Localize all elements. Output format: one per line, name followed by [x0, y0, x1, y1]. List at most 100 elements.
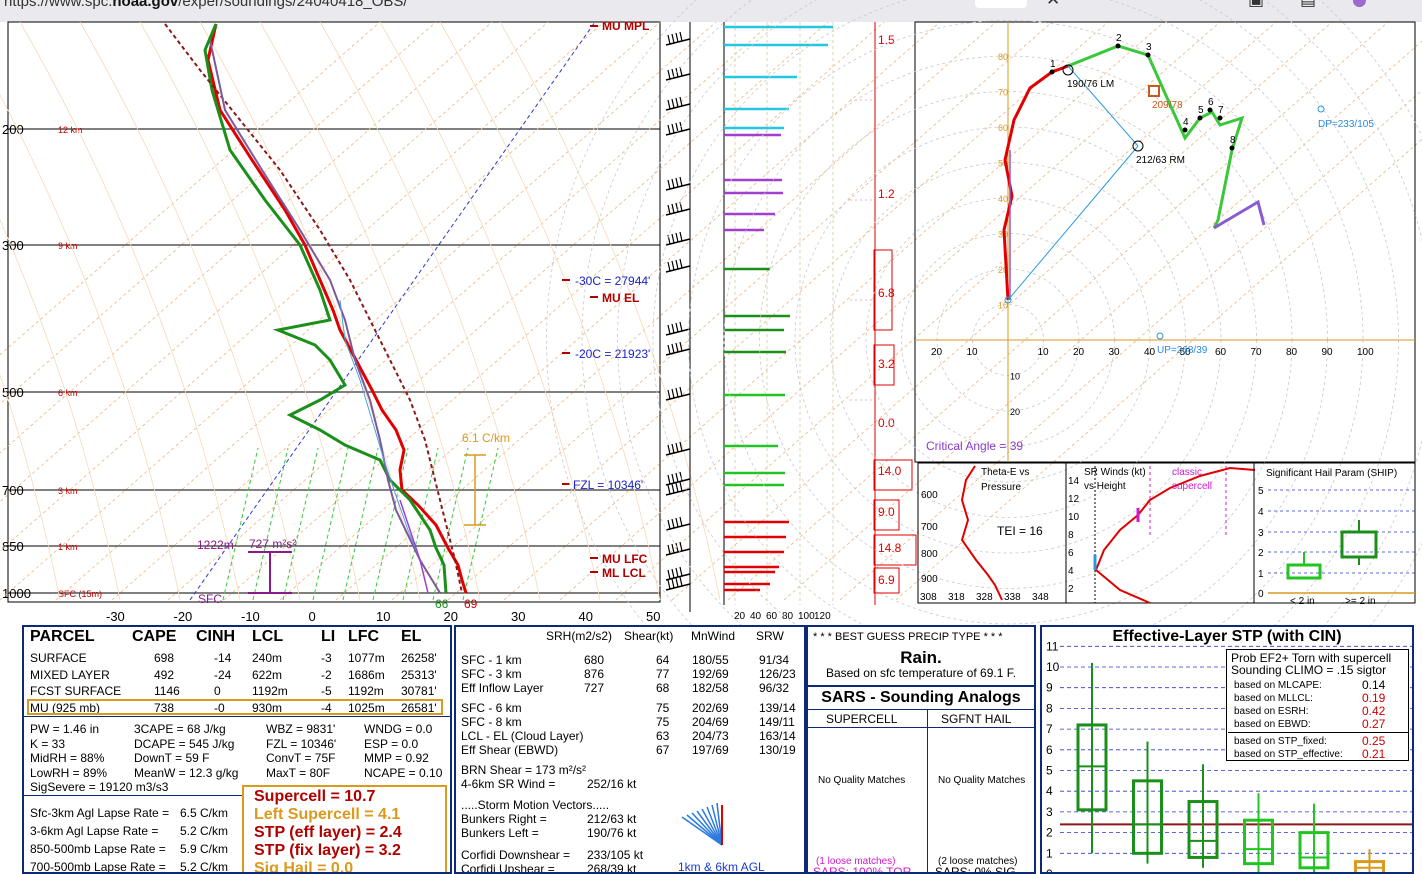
mu-el-label: MU EL — [602, 291, 639, 305]
lapse-value: 5.2 C/km — [180, 824, 229, 838]
parcel-cell: -4 — [321, 700, 332, 715]
barb-flag — [675, 542, 679, 553]
ship-title: Significant Hail Param (SHIP) — [1266, 468, 1397, 479]
extension-icon[interactable]: ▣ — [1248, 0, 1265, 10]
hodo-height-dot — [1207, 107, 1213, 113]
barb-flag — [671, 203, 675, 214]
motion-label: Corfidi Upshear = — [461, 862, 555, 874]
barb-flag — [671, 483, 675, 494]
download-icon[interactable]: ▤ — [1300, 0, 1317, 10]
vector-line — [706, 806, 723, 846]
barb-flag — [667, 519, 671, 530]
hodo-y-label: 20 — [998, 265, 1008, 275]
prob-value: 0.25 — [1362, 734, 1386, 748]
zoom-indicator[interactable] — [975, 0, 1027, 8]
vector-line — [681, 816, 723, 846]
vector-line — [696, 810, 723, 846]
hodo-height-label: 8 — [1230, 135, 1236, 146]
inflow-tick: 100 — [798, 611, 815, 622]
hodo-height-dot — [1197, 115, 1203, 121]
theta-p-tick: 600 — [921, 490, 938, 501]
hodo-x-label: 80 — [1286, 347, 1298, 358]
ship-frame — [1253, 462, 1416, 604]
stp-panel: Effective-Layer STP (with CIN) 0 1 2 3 4 5 6 7 8… — [1040, 625, 1414, 874]
inflow-tick: 20 — [734, 611, 746, 622]
ml-lcl-label: ML LCL — [602, 566, 646, 580]
isotherm-line — [335, 21, 997, 601]
adiabat-line — [79, 21, 301, 601]
kin-cell: 680 — [584, 653, 605, 667]
hodo-y-label: 60 — [998, 123, 1008, 133]
hodo-height-dot — [1145, 52, 1151, 58]
omega-box — [873, 344, 895, 386]
barb-flag — [667, 344, 671, 355]
barb-flag — [675, 342, 679, 353]
close-icon[interactable]: ✕ — [1046, 0, 1061, 10]
stp-y-tick: 1 — [1046, 846, 1053, 860]
srwinds-h-tick: 10 — [1068, 512, 1080, 523]
omega-value: 3.2 — [878, 357, 895, 371]
hodo-x-label: 60 — [1215, 347, 1227, 358]
hodo-mean-label: 209/78 — [1152, 100, 1183, 111]
parcel-col-header: LCL — [252, 628, 284, 645]
wind-barb — [665, 471, 691, 486]
isotherm-line — [391, 21, 1053, 601]
wind-barb — [665, 516, 691, 531]
parcel-cell: 492 — [154, 667, 175, 682]
barb-flag — [671, 260, 675, 271]
kin-cell: 149/11 — [759, 715, 795, 729]
hodo-trace-high — [1213, 199, 1266, 230]
url-text[interactable]: https://www.spc.noaa.gov/exper/soundings… — [4, 0, 408, 10]
temp-tick: 10 — [376, 609, 390, 624]
hodo-height-label: 7 — [1218, 105, 1224, 116]
index-value: NCAPE = 0.10 — [364, 765, 443, 780]
hodo-x-label: 10 — [1038, 347, 1050, 358]
stp-y-tick: 3 — [1046, 805, 1053, 819]
browser-url-bar[interactable]: https://www.spc.noaa.gov/exper/soundings… — [0, 0, 1422, 22]
mixing-ratio-line — [402, 447, 439, 601]
kin-cell: SFC - 3 km — [461, 667, 522, 681]
inflow-tick: 120 — [814, 611, 831, 622]
dewpoint-trace — [203, 23, 448, 594]
barb-flag — [675, 322, 679, 333]
wind-barb — [665, 176, 691, 191]
prob-label: based on STP_fixed: — [1234, 736, 1327, 747]
sars-result-2: SARS: 0% SIG — [935, 865, 1016, 874]
hodo-x-label: 100 — [1357, 347, 1374, 358]
srwinds-h-tick: 2 — [1068, 584, 1074, 595]
height-label: SFC (15m) — [58, 589, 102, 599]
barb-flag — [671, 568, 675, 579]
index-value: FZL = 10346' — [266, 736, 337, 751]
isotherm-line — [783, 40, 1422, 601]
sars-result-1: SARS: 100% TOR — [813, 865, 912, 874]
barb-flag — [667, 389, 671, 400]
barb-flag — [675, 567, 679, 578]
vector-icon — [681, 802, 723, 846]
composite-value: STP (eff layer) = 2.4 — [254, 824, 402, 841]
vector-line — [701, 808, 723, 846]
sfc-marker — [1004, 296, 1012, 304]
hodo-height-dot — [1115, 43, 1121, 49]
wind-barb — [665, 258, 691, 273]
parcel-cell: 26258' — [401, 651, 437, 665]
srwinds-h-tick: 6 — [1068, 548, 1074, 559]
hodo-height-dot — [1217, 115, 1223, 121]
mu-mpl-label: MU MPL — [602, 19, 649, 33]
ship-y-tick: 3 — [1258, 528, 1264, 539]
isotherm-line — [503, 21, 1165, 601]
isotherm-line — [0, 21, 493, 454]
kin-cell: 91/34 — [759, 653, 790, 667]
rm-marker — [1132, 140, 1144, 152]
composite-value: Left Supercell = 4.1 — [254, 806, 401, 823]
avatar[interactable]: ● — [1352, 0, 1367, 10]
isotherm-line — [895, 138, 1422, 601]
barb-flag — [679, 386, 683, 397]
barb-flag — [667, 34, 671, 45]
barb-flag — [675, 122, 679, 133]
pressure-label: 700 — [2, 483, 24, 498]
stp-y-tick: 4 — [1046, 784, 1053, 798]
stp-y-tick: 10 — [1046, 660, 1060, 674]
omega-value: 1.5 — [878, 33, 895, 47]
parcel-cell: 930m — [252, 700, 283, 715]
kin-cell: 75 — [656, 701, 670, 715]
